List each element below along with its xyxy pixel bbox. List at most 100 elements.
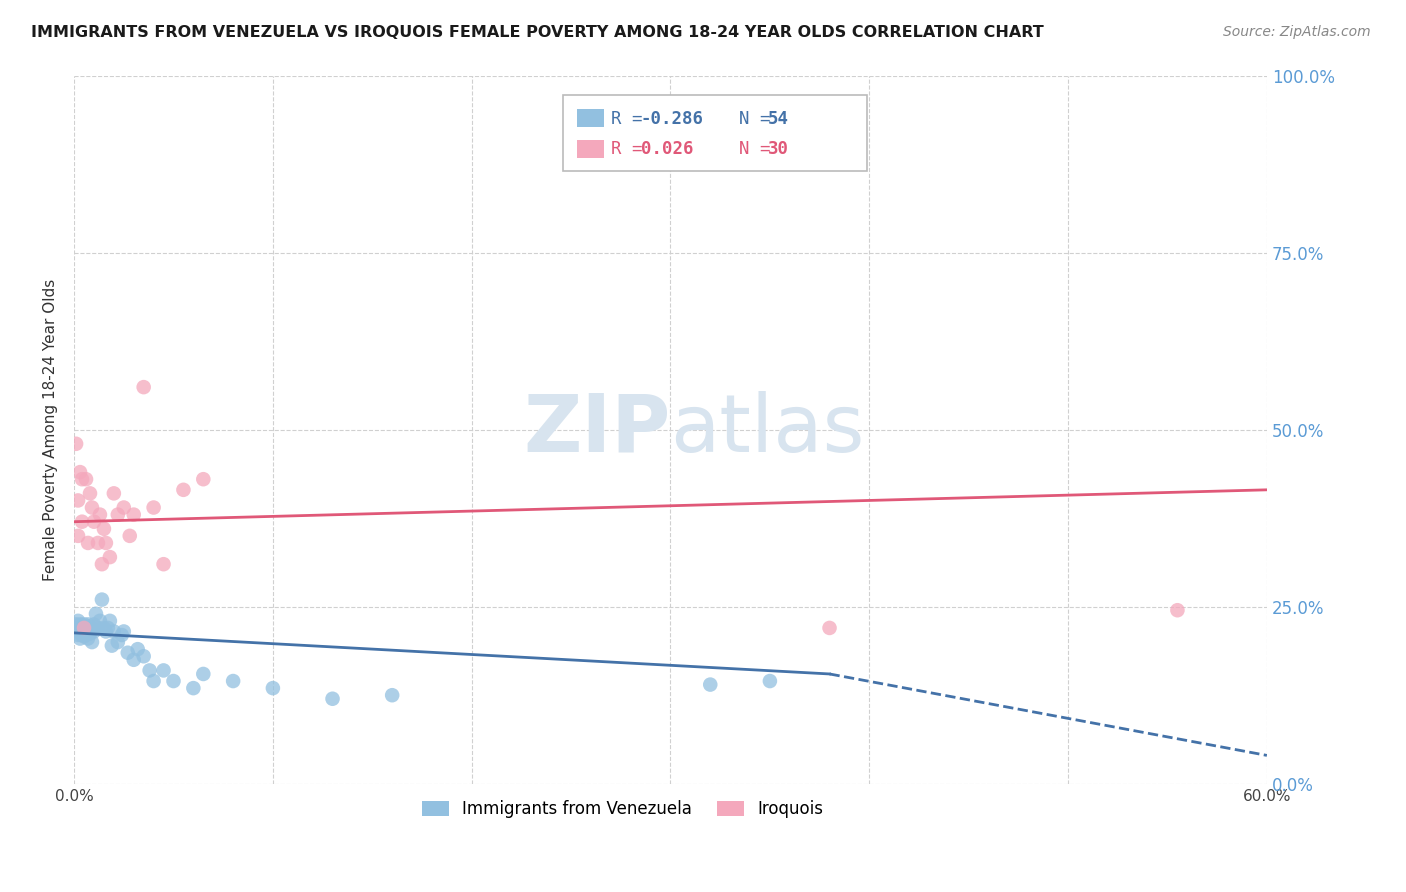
Point — [381, 688, 404, 702]
Point — [1166, 603, 1188, 617]
Point — [69, 617, 91, 632]
Point — [83, 617, 105, 632]
Point — [87, 536, 110, 550]
Legend: Immigrants from Venezuela, Iroquois: Immigrants from Venezuela, Iroquois — [416, 794, 830, 825]
Point — [69, 632, 91, 646]
Point — [70, 472, 93, 486]
Point — [70, 628, 93, 642]
Text: 0.026: 0.026 — [641, 140, 693, 158]
Point — [162, 674, 184, 689]
Point — [87, 621, 110, 635]
Point — [122, 508, 145, 522]
Text: R =: R = — [610, 140, 652, 158]
Point — [127, 642, 149, 657]
Point — [83, 624, 105, 639]
Text: R =: R = — [610, 110, 652, 128]
Point — [132, 649, 155, 664]
Point — [73, 623, 96, 637]
Point — [70, 621, 93, 635]
Point — [122, 653, 145, 667]
Text: N =: N = — [718, 140, 782, 158]
Y-axis label: Female Poverty Among 18-24 Year Olds: Female Poverty Among 18-24 Year Olds — [44, 278, 58, 581]
Point — [117, 646, 139, 660]
Point — [73, 617, 96, 632]
Point — [80, 635, 103, 649]
Point — [73, 621, 96, 635]
FancyBboxPatch shape — [578, 109, 603, 127]
Point — [80, 500, 103, 515]
Point — [75, 628, 97, 642]
Point — [75, 619, 97, 633]
Text: ZIP: ZIP — [523, 391, 671, 468]
Point — [193, 667, 215, 681]
FancyBboxPatch shape — [564, 95, 868, 171]
Point — [103, 624, 125, 639]
Point — [111, 628, 134, 642]
Point — [142, 500, 165, 515]
Point — [262, 681, 284, 695]
FancyBboxPatch shape — [578, 140, 603, 158]
Point — [84, 607, 107, 621]
Point — [70, 515, 93, 529]
Point — [65, 437, 87, 451]
Text: atlas: atlas — [671, 391, 865, 468]
Point — [132, 380, 155, 394]
Point — [142, 674, 165, 689]
Point — [98, 614, 121, 628]
Text: Source: ZipAtlas.com: Source: ZipAtlas.com — [1223, 25, 1371, 39]
Text: 54: 54 — [768, 110, 789, 128]
Point — [80, 623, 103, 637]
Point — [152, 557, 174, 571]
Point — [77, 617, 100, 632]
Point — [79, 619, 101, 633]
Point — [699, 677, 721, 691]
Point — [75, 472, 97, 486]
Point — [101, 639, 124, 653]
Point — [67, 529, 90, 543]
Point — [107, 508, 129, 522]
Point — [70, 624, 93, 639]
Point — [67, 628, 90, 642]
Point — [77, 624, 100, 639]
Point — [93, 621, 115, 635]
Point — [118, 529, 141, 543]
Point — [759, 674, 782, 689]
Point — [94, 624, 117, 639]
Point — [65, 617, 87, 632]
Point — [193, 472, 215, 486]
Point — [98, 550, 121, 565]
Point — [112, 500, 135, 515]
Point — [172, 483, 194, 497]
Point — [107, 635, 129, 649]
Text: IMMIGRANTS FROM VENEZUELA VS IROQUOIS FEMALE POVERTY AMONG 18-24 YEAR OLDS CORRE: IMMIGRANTS FROM VENEZUELA VS IROQUOIS FE… — [31, 25, 1043, 40]
Point — [138, 664, 160, 678]
Point — [67, 621, 90, 635]
Point — [818, 621, 841, 635]
Point — [67, 493, 90, 508]
Point — [97, 621, 120, 635]
Point — [112, 624, 135, 639]
Text: 30: 30 — [768, 140, 789, 158]
Point — [103, 486, 125, 500]
Point — [69, 465, 91, 479]
Point — [79, 626, 101, 640]
Text: -0.286: -0.286 — [641, 110, 703, 128]
Point — [67, 614, 90, 628]
Point — [222, 674, 245, 689]
Point — [152, 664, 174, 678]
Point — [89, 614, 111, 628]
Point — [77, 536, 100, 550]
Point — [90, 592, 112, 607]
Point — [79, 486, 101, 500]
Point — [65, 624, 87, 639]
Point — [94, 536, 117, 550]
Point — [183, 681, 205, 695]
Point — [69, 624, 91, 639]
Point — [77, 632, 100, 646]
Text: N =: N = — [718, 110, 782, 128]
Point — [90, 557, 112, 571]
Point — [83, 515, 105, 529]
Point — [322, 691, 344, 706]
Point — [93, 522, 115, 536]
Point — [73, 629, 96, 643]
